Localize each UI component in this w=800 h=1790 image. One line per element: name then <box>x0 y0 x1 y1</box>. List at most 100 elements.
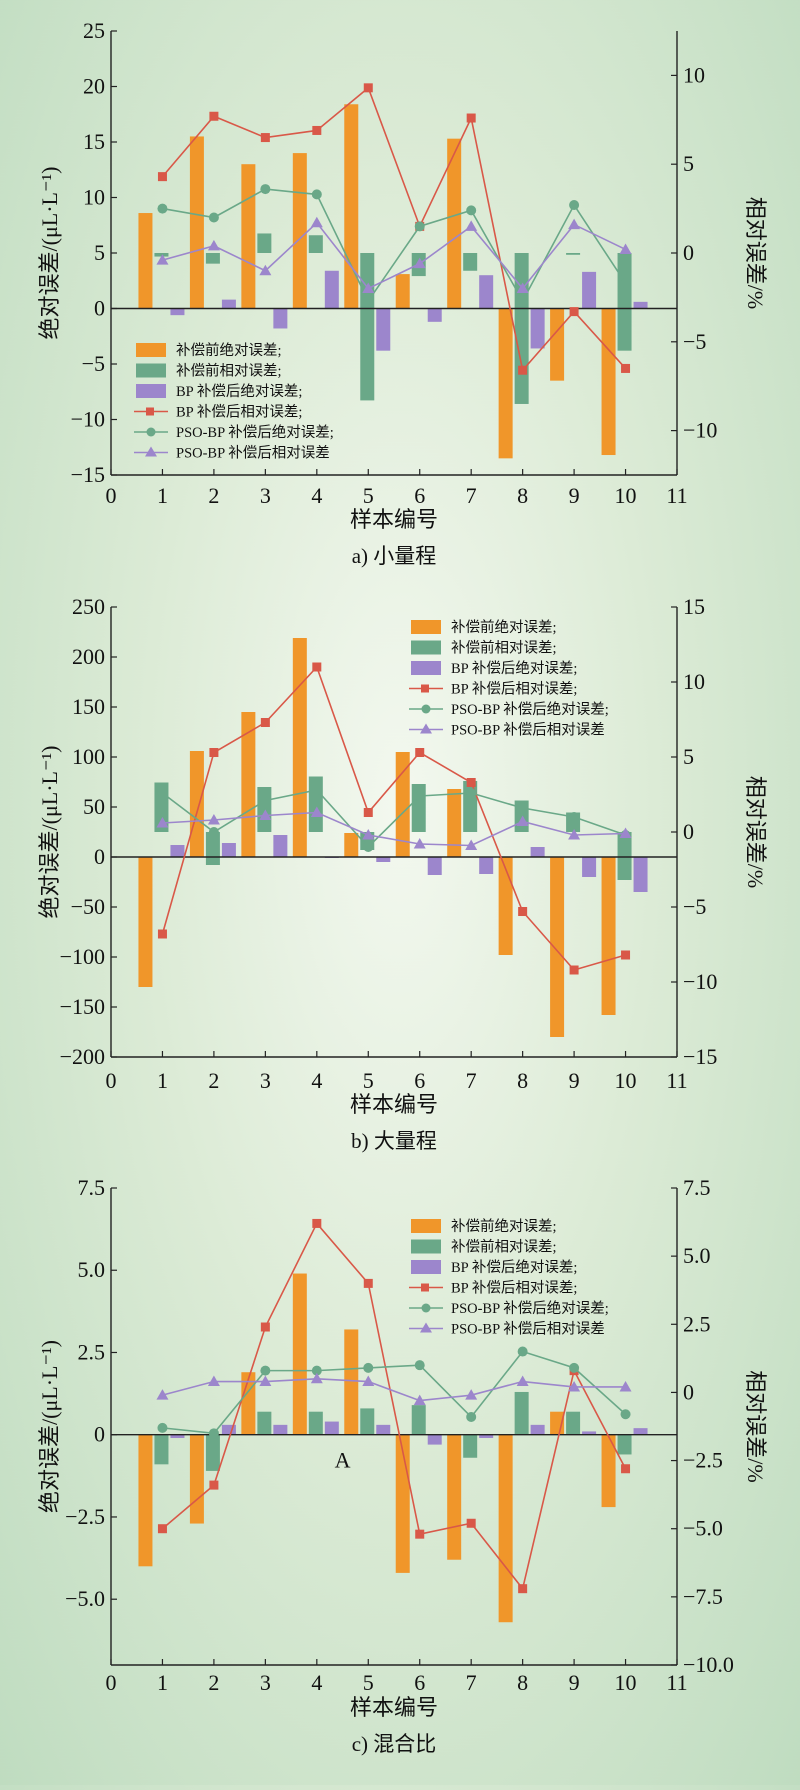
line-bp-rel <box>161 86 627 372</box>
bar-bp-abs <box>530 308 545 349</box>
y2-tick-label: −10 <box>683 969 717 994</box>
marker-pso-abs <box>414 791 425 801</box>
marker-pso-rel <box>619 243 632 254</box>
legend-marker-bp-rel <box>421 684 429 693</box>
bar-bp-abs <box>479 1434 494 1439</box>
legend-marker-bp-rel <box>421 1283 429 1292</box>
bar-before-abs <box>189 1434 204 1524</box>
bar-bp-abs <box>633 301 648 309</box>
y-tick-label: −100 <box>60 944 105 969</box>
legend-label-before-abs: 补偿前绝对误差; <box>176 342 282 359</box>
y2-tick-label: −5 <box>683 329 706 354</box>
y2-tick-label: 15 <box>683 594 705 619</box>
y-axis-title: 绝对误差/(μL·L⁻¹) <box>37 167 62 340</box>
bar-bp-abs <box>273 308 288 329</box>
bar-before-rel <box>205 253 220 264</box>
panel-caption: a) 小量程 <box>352 544 437 568</box>
y-tick-label: −200 <box>60 1044 105 1069</box>
y-axis-title: 绝对误差/(μL·L⁻¹) <box>37 1340 62 1513</box>
marker-bp-rel <box>621 950 631 960</box>
legend-swatch-bp-abs <box>136 384 166 398</box>
bar-before-rel <box>617 1434 632 1455</box>
bar-before-abs <box>189 136 204 309</box>
x-tick-label: 1 <box>157 1670 168 1695</box>
x-tick-label: 10 <box>615 1670 637 1695</box>
y2-axis-title: 相对误差/% <box>743 197 768 309</box>
bar-before-abs <box>138 1434 153 1567</box>
marker-bp-rel <box>209 1480 219 1490</box>
marker-bp-rel <box>569 965 579 975</box>
marker-bp-rel <box>260 133 270 143</box>
bar-before-rel <box>257 233 272 253</box>
legend-label-pso-rel: PSO-BP 补偿后相对误差 <box>451 1321 605 1338</box>
y-tick-label: −15 <box>71 462 105 487</box>
y-tick-label: 250 <box>72 594 105 619</box>
bar-before-rel <box>257 787 272 832</box>
bar-before-rel <box>566 253 581 255</box>
x-tick-label: 0 <box>106 1068 117 1093</box>
marker-pso-rel <box>465 839 478 850</box>
legend-label-pso-abs: PSO-BP 补偿后绝对误差; <box>176 424 334 441</box>
bar-before-abs <box>498 1434 513 1623</box>
y-tick-label: −5 <box>82 351 105 376</box>
x-tick-label: 1 <box>157 483 168 508</box>
x-axis-title: 样本编号 <box>350 1695 438 1720</box>
marker-pso-rel <box>568 218 581 230</box>
bar-before-abs <box>447 789 462 857</box>
x-tick-label: 11 <box>666 1670 687 1695</box>
y2-tick-label: 10 <box>683 669 705 694</box>
legend-label-bp-rel: BP 补偿后相对误差; <box>176 404 302 421</box>
x-tick-label: 2 <box>208 1068 219 1093</box>
y2-tick-label: 5 <box>683 744 694 769</box>
marker-pso-rel <box>156 817 169 828</box>
bar-before-rel <box>360 1408 375 1435</box>
y2-tick-label: 10 <box>683 62 705 87</box>
y2-tick-label: −5 <box>683 894 706 919</box>
bar-bp-abs <box>582 857 597 877</box>
bar-before-rel <box>617 832 632 880</box>
marker-bp-rel <box>415 748 425 757</box>
bar-before-rel <box>154 253 169 257</box>
legend-label-before-rel: 补偿前相对误差; <box>451 1239 557 1256</box>
marker-pso-abs <box>208 1428 219 1439</box>
marker-pso-rel <box>207 814 220 825</box>
marker-bp-rel <box>209 111 219 121</box>
line-pso-rel <box>162 811 626 847</box>
legend-marker-pso-abs <box>421 1303 431 1313</box>
bar-before-abs <box>138 857 153 987</box>
y2-tick-label: −2.5 <box>683 1448 723 1473</box>
y-tick-label: 15 <box>83 129 105 154</box>
marker-pso-abs <box>157 203 168 214</box>
marker-pso-rel <box>465 220 478 231</box>
bar-bp-abs <box>376 308 391 351</box>
bar-before-rel <box>257 1411 272 1435</box>
x-tick-label: 6 <box>414 1670 425 1695</box>
x-tick-label: 6 <box>414 1068 425 1093</box>
marker-pso-abs <box>363 842 374 852</box>
marker-pso-rel <box>362 829 375 840</box>
marker-pso-rel <box>568 829 581 840</box>
bar-bp-abs <box>479 275 494 309</box>
bar-before-abs <box>601 308 616 456</box>
marker-pso-rel <box>207 1375 220 1387</box>
marker-bp-rel <box>466 778 476 787</box>
x-tick-label: 4 <box>311 483 322 508</box>
bar-before-rel <box>566 1411 581 1435</box>
line-pso-abs <box>161 789 626 849</box>
marker-pso-abs <box>260 1365 271 1376</box>
bar-before-rel <box>463 1434 478 1458</box>
bar-before-abs <box>241 164 256 309</box>
bar-before-abs <box>344 104 359 309</box>
x-axis-title: 样本编号 <box>350 507 438 532</box>
panel-caption: b) 大量程 <box>351 1129 437 1153</box>
y-tick-label: 5 <box>94 240 105 265</box>
line-pso-abs <box>162 1350 627 1435</box>
legend-swatch-bp-abs <box>411 1260 441 1274</box>
line-pso-rel <box>162 221 626 290</box>
marker-bp-rel <box>260 1322 270 1332</box>
bar-before-abs <box>292 1273 307 1435</box>
y-tick-label: −2.5 <box>65 1504 105 1529</box>
bar-before-rel <box>205 1434 220 1471</box>
marker-pso-rel <box>568 1380 581 1392</box>
